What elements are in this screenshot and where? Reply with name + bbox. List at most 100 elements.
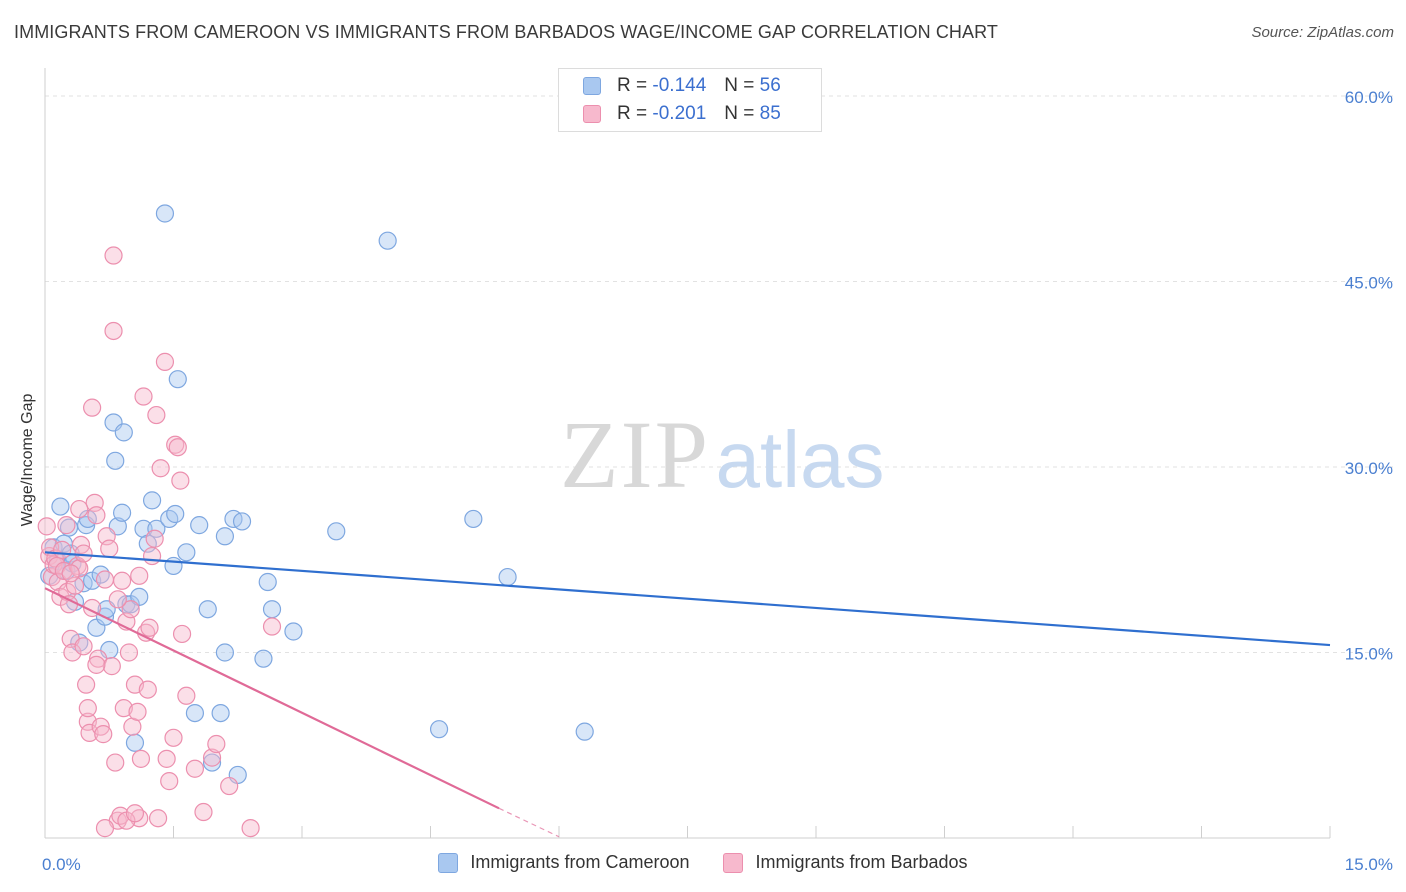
series-legend: Immigrants from Cameroon Immigrants from…: [0, 852, 1406, 873]
barbados-point: [262, 617, 282, 636]
cameroon-point: [177, 543, 196, 562]
cameroon-point: [155, 204, 175, 223]
legend-row-cameroon: R = -0.144 N = 56: [583, 73, 781, 99]
barbados-point: [151, 459, 170, 478]
barbados-point: [194, 802, 213, 822]
cameroon-point: [142, 491, 162, 510]
barbados-point: [119, 643, 139, 662]
cameroon-point: [112, 503, 132, 522]
legend-item-cameroon: Immigrants from Cameroon: [438, 852, 689, 873]
cameroon-trend-line: [44, 551, 1331, 647]
cameroon-point: [106, 451, 125, 470]
y-tick-label: 45.0%: [1345, 274, 1393, 293]
cameroon-point: [211, 703, 230, 723]
cameroon-point: [258, 572, 277, 592]
cameroon-point: [254, 649, 273, 668]
legend-n-label: N =: [724, 103, 755, 124]
x-tick-label: 0.0%: [42, 855, 81, 874]
barbados-point: [57, 516, 76, 535]
legend-item-barbados: Immigrants from Barbados: [723, 852, 968, 873]
barbados-point: [168, 438, 187, 457]
chart-title: IMMIGRANTS FROM CAMEROON VS IMMIGRANTS F…: [14, 22, 999, 42]
cameroon-point: [168, 370, 187, 389]
x-tick-label: 15.0%: [1345, 855, 1393, 874]
cameroon-point: [215, 527, 234, 546]
y-tick-label: 60.0%: [1345, 88, 1393, 107]
watermark-zip: ZIP: [560, 401, 710, 508]
legend-swatch-cameroon: [583, 77, 601, 95]
cameroon-point: [190, 516, 209, 535]
watermark-atlas: atlas: [716, 415, 885, 504]
barbados-point: [114, 699, 133, 718]
barbados-point: [134, 387, 153, 406]
trend-lines: [44, 551, 1331, 838]
barbados-point: [128, 702, 147, 721]
source-label: Source: ZipAtlas.com: [1251, 24, 1394, 41]
axes: [44, 68, 1331, 839]
cameroon-point: [114, 423, 133, 442]
barbados-point: [138, 680, 157, 699]
barbados-point: [171, 471, 190, 490]
legend-swatch-barbados: [723, 852, 744, 873]
cameroon-point: [198, 600, 217, 619]
tick-labels: 15.0% 30.0% 45.0% 60.0% 0.0% 15.0%: [42, 88, 1393, 874]
barbados-point: [78, 699, 97, 718]
barbados-point: [70, 499, 89, 519]
legend-n-label: N =: [724, 75, 755, 96]
barbados-point: [104, 321, 123, 341]
gridlines: [45, 95, 1395, 653]
legend-label-barbados: Immigrants from Barbados: [755, 852, 968, 872]
cameroon-point: [464, 509, 483, 529]
legend-r-label: R =: [617, 75, 648, 96]
barbados-point: [63, 643, 82, 662]
barbados-point: [100, 539, 119, 558]
legend-r-label: R =: [617, 103, 648, 124]
cameroon-point: [498, 567, 517, 587]
barbados-trend-extension: [498, 807, 560, 838]
barbados-point: [94, 725, 113, 744]
barbados-point: [125, 804, 145, 823]
barbados-point: [77, 675, 96, 694]
barbados-point: [83, 398, 102, 417]
watermark: ZIP atlas: [560, 401, 884, 508]
legend-row-barbados: R = -0.201 N = 85: [583, 101, 781, 127]
legend-n-value: 56: [759, 75, 781, 96]
barbados-point: [108, 590, 127, 609]
barbados-point: [164, 728, 183, 747]
cameroon-point: [262, 600, 282, 619]
barbados-point: [121, 600, 140, 619]
cameroon-point: [166, 504, 185, 524]
barbados-point: [37, 517, 56, 536]
barbados-point: [91, 717, 110, 736]
cameroon-point: [185, 703, 205, 723]
cameroon-point: [429, 720, 449, 739]
legend-swatch-cameroon: [438, 852, 459, 873]
cameroon-point: [232, 512, 252, 531]
legend-n-value: 85: [759, 103, 781, 124]
barbados-point: [241, 819, 260, 838]
cameroon-point: [575, 722, 594, 741]
barbados-point: [130, 566, 149, 585]
barbados-point: [147, 405, 166, 425]
legend-r-value: -0.144: [652, 75, 707, 96]
barbados-point: [54, 561, 73, 580]
cameroon-point: [160, 509, 179, 529]
cameroon-point: [378, 231, 397, 250]
y-tick-label: 15.0%: [1345, 645, 1393, 664]
barbados-point: [172, 624, 192, 644]
barbados-point: [166, 435, 185, 454]
barbados-trend-line: [44, 587, 500, 810]
legend-r-value: -0.201: [652, 103, 707, 124]
barbados-point: [220, 776, 239, 796]
barbados-point: [53, 540, 72, 559]
barbados-point: [106, 753, 125, 772]
barbados-point: [87, 655, 106, 674]
cameroon-point: [215, 643, 234, 662]
correlation-legend: R = -0.144 N = 56 R = -0.201 N = 85: [558, 68, 822, 132]
barbados-point: [111, 806, 130, 825]
cameroon-point: [130, 587, 149, 606]
barbados-point: [95, 819, 115, 838]
cameroon-point: [202, 753, 222, 772]
barbados-point: [140, 618, 159, 637]
